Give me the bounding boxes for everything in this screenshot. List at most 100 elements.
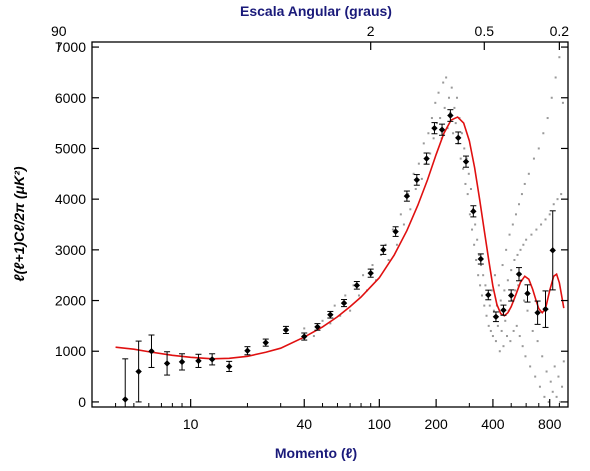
y-tick-label: 3000 bbox=[55, 242, 86, 258]
raw-point bbox=[480, 294, 483, 297]
binned-point bbox=[534, 309, 541, 316]
binned-point bbox=[455, 134, 462, 142]
top-tick-label: 2 bbox=[367, 23, 375, 39]
binned-point bbox=[492, 313, 500, 320]
raw-point bbox=[558, 56, 561, 59]
raw-point bbox=[534, 375, 537, 378]
y-tick-label: 4000 bbox=[55, 191, 86, 207]
raw-point bbox=[517, 284, 520, 287]
raw-point bbox=[531, 329, 534, 332]
raw-scatter-layer bbox=[303, 56, 565, 403]
raw-point bbox=[303, 327, 306, 330]
raw-point bbox=[518, 335, 521, 338]
raw-point bbox=[555, 395, 558, 398]
raw-point bbox=[409, 208, 412, 211]
raw-point bbox=[540, 223, 543, 226]
raw-point bbox=[420, 177, 423, 180]
binned-point bbox=[549, 247, 556, 254]
raw-point bbox=[471, 228, 474, 231]
y-tick-label: 7000 bbox=[55, 39, 86, 55]
raw-point bbox=[454, 122, 457, 125]
raw-point bbox=[559, 400, 562, 403]
raw-point bbox=[489, 329, 492, 332]
raw-point bbox=[490, 289, 493, 292]
raw-point bbox=[526, 309, 529, 312]
raw-point bbox=[544, 218, 547, 221]
raw-point bbox=[480, 264, 483, 267]
raw-point bbox=[514, 213, 517, 216]
binned-point bbox=[380, 246, 387, 254]
x-tick-label: 100 bbox=[368, 416, 392, 432]
raw-point bbox=[524, 355, 527, 358]
binned-point bbox=[208, 356, 216, 363]
raw-point bbox=[391, 228, 394, 231]
raw-point bbox=[536, 340, 539, 343]
raw-point bbox=[496, 324, 499, 327]
binned-point bbox=[438, 126, 446, 133]
x-tick-label: 40 bbox=[296, 416, 312, 432]
raw-point bbox=[557, 375, 560, 378]
raw-point bbox=[453, 106, 456, 109]
raw-point bbox=[537, 147, 540, 150]
raw-point bbox=[466, 193, 469, 196]
raw-point bbox=[499, 299, 502, 302]
raw-point bbox=[399, 213, 402, 216]
raw-point bbox=[473, 243, 476, 246]
raw-point bbox=[511, 299, 514, 302]
binned-point bbox=[431, 124, 438, 132]
raw-point bbox=[551, 390, 554, 393]
raw-point bbox=[312, 335, 315, 338]
raw-point bbox=[384, 243, 387, 246]
raw-point bbox=[545, 370, 548, 373]
raw-point bbox=[552, 203, 555, 206]
raw-point bbox=[523, 299, 526, 302]
raw-point bbox=[491, 335, 494, 338]
raw-point bbox=[512, 329, 515, 332]
raw-point bbox=[493, 274, 496, 277]
binned-point bbox=[462, 158, 470, 165]
raw-point bbox=[469, 188, 472, 191]
raw-point bbox=[467, 172, 470, 175]
binned-point bbox=[392, 228, 399, 235]
binned-point bbox=[353, 282, 361, 289]
raw-point bbox=[513, 258, 516, 261]
raw-point bbox=[427, 132, 430, 135]
raw-point bbox=[435, 122, 438, 125]
raw-point bbox=[463, 147, 466, 150]
raw-point bbox=[538, 385, 541, 388]
raw-point bbox=[459, 157, 462, 160]
raw-point bbox=[542, 132, 545, 135]
binned-point bbox=[508, 292, 515, 299]
top-tick-label: 0.5 bbox=[475, 23, 495, 39]
raw-point bbox=[475, 258, 478, 261]
raw-point bbox=[516, 253, 519, 256]
raw-point bbox=[464, 182, 467, 185]
raw-point bbox=[452, 132, 455, 135]
binned-point bbox=[225, 363, 233, 370]
y-tick-label: 5000 bbox=[55, 140, 86, 156]
raw-point bbox=[560, 193, 563, 196]
binned-point bbox=[327, 311, 334, 318]
raw-point bbox=[506, 335, 509, 338]
raw-point bbox=[505, 248, 508, 251]
raw-point bbox=[484, 284, 487, 287]
binned-point bbox=[122, 396, 129, 403]
raw-point bbox=[357, 294, 360, 297]
raw-point bbox=[465, 157, 468, 160]
binned-point bbox=[178, 358, 186, 366]
raw-point bbox=[455, 96, 458, 99]
plot-frame bbox=[91, 41, 569, 408]
y-tick-label: 1000 bbox=[55, 343, 86, 359]
raw-point bbox=[429, 152, 432, 155]
model-curve bbox=[115, 116, 565, 360]
raw-point bbox=[497, 284, 500, 287]
top-tick-label: 0.2 bbox=[550, 23, 570, 39]
binned-point bbox=[542, 305, 549, 313]
raw-point bbox=[344, 294, 347, 297]
raw-point bbox=[509, 340, 512, 343]
raw-point bbox=[532, 157, 535, 160]
binned-point bbox=[485, 291, 492, 299]
raw-point bbox=[508, 233, 511, 236]
raw-point bbox=[422, 142, 425, 145]
raw-point bbox=[535, 228, 538, 231]
